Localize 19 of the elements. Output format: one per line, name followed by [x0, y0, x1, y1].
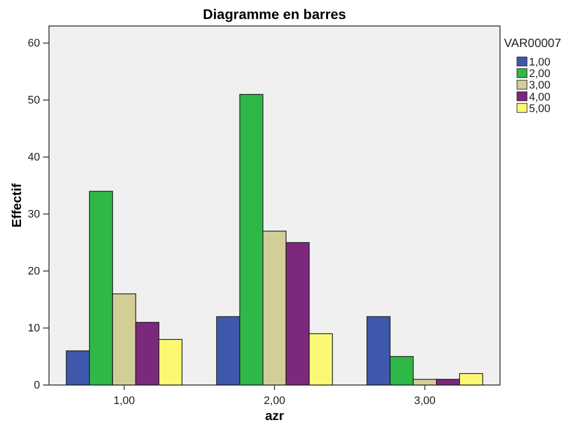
x-axis-title: azr — [265, 408, 284, 423]
legend-label: 1,00 — [529, 56, 550, 68]
y-tick-label: 30 — [28, 208, 40, 221]
y-tick-label: 0 — [34, 380, 40, 392]
x-tick-label: 2,00 — [264, 395, 286, 407]
y-tick-label: 10 — [28, 322, 40, 335]
x-tick-label: 3,00 — [414, 395, 436, 407]
y-tick-label: 60 — [28, 38, 40, 50]
y-tick-label: 50 — [28, 94, 40, 107]
y-tick-label: 20 — [28, 266, 40, 278]
legend-label: 5,00 — [529, 102, 550, 115]
legend-label: 4,00 — [529, 91, 550, 104]
y-tick-label: 40 — [28, 152, 40, 164]
legend-label: 2,00 — [529, 68, 550, 80]
legend-title: VAR00007 — [504, 36, 562, 50]
y-axis-title: Effectif — [9, 182, 24, 228]
chart-title: Diagramme en barres — [202, 6, 346, 22]
x-tick-label: 1,00 — [113, 395, 135, 407]
legend-label: 3,00 — [529, 80, 550, 92]
